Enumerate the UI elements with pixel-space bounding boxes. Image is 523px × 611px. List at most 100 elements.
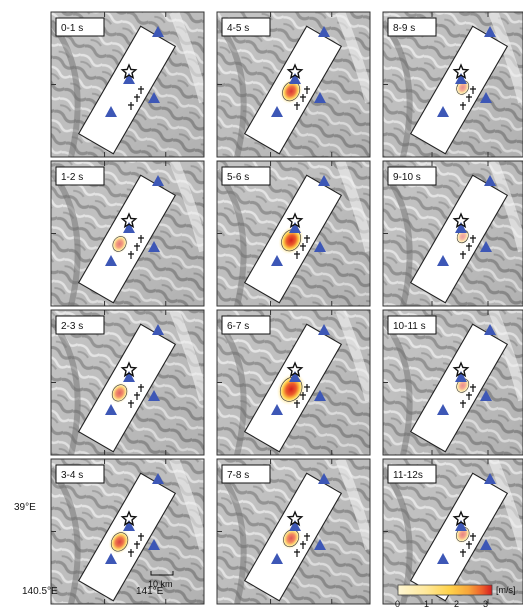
fault-trace-dagger-icon xyxy=(128,102,134,110)
fault-trace-dagger-icon xyxy=(304,384,310,392)
fault-trace-dagger-icon xyxy=(466,94,472,102)
station-triangle-icon xyxy=(105,255,117,266)
fault-trace-dagger-icon xyxy=(460,102,466,110)
station-triangle-icon xyxy=(123,371,135,382)
y-tick-label: 39°E xyxy=(14,502,36,513)
station-triangle-icon xyxy=(314,92,326,103)
station-triangle-icon xyxy=(148,241,160,252)
station-triangle-icon xyxy=(314,539,326,550)
colorbar-unit: [m/s] xyxy=(496,585,516,595)
colorbar-ramp xyxy=(397,584,493,596)
station-triangle-icon xyxy=(437,404,449,415)
fault-trace-dagger-icon xyxy=(304,86,310,94)
map-panel: 1-2 s xyxy=(50,160,205,307)
fault-trace-dagger-icon xyxy=(138,533,144,541)
station-triangle-icon xyxy=(123,222,135,233)
station-triangle-icon xyxy=(455,222,467,233)
slip-contour xyxy=(456,80,470,95)
time-window-label: 3-4 s xyxy=(61,470,83,481)
time-window-label: 7-8 s xyxy=(227,470,249,481)
fault-trace-dagger-icon xyxy=(300,541,306,549)
fault-trace-dagger-icon xyxy=(460,251,466,259)
epicenter-star-icon xyxy=(452,361,470,378)
epicenter-star-icon xyxy=(286,63,304,80)
epicenter-star-icon xyxy=(452,510,470,527)
station-triangle-icon xyxy=(152,473,164,484)
station-triangle-icon xyxy=(484,324,496,335)
time-window-label: 1-2 s xyxy=(61,172,83,183)
map-panel: 9-10 s xyxy=(382,160,523,307)
station-triangle-icon xyxy=(271,553,283,564)
station-triangle-icon xyxy=(484,473,496,484)
fault-trace-dagger-icon xyxy=(294,400,300,408)
station-triangle-icon xyxy=(289,520,301,531)
station-triangle-icon xyxy=(271,106,283,117)
time-window-label: 6-7 s xyxy=(227,321,249,332)
station-triangle-icon xyxy=(480,92,492,103)
time-window-label-box xyxy=(221,166,271,186)
station-triangle-icon xyxy=(152,175,164,186)
map-panel: 2-3 s xyxy=(50,309,205,456)
colorbar-tick-1: 1 xyxy=(424,599,429,609)
fault-trace-dagger-icon xyxy=(138,384,144,392)
time-window-label-box xyxy=(55,166,105,186)
station-triangle-icon xyxy=(152,26,164,37)
station-triangle-icon xyxy=(271,255,283,266)
fault-trace-dagger-icon xyxy=(300,392,306,400)
epicenter-star-icon xyxy=(120,212,138,229)
slip-contour xyxy=(111,384,128,402)
fault-trace-dagger-icon xyxy=(300,94,306,102)
station-triangle-icon xyxy=(314,241,326,252)
time-window-label-box xyxy=(221,17,271,37)
station-triangle-icon xyxy=(148,92,160,103)
station-triangle-icon xyxy=(455,520,467,531)
epicenter-star-icon xyxy=(120,63,138,80)
fault-trace-dagger-icon xyxy=(466,541,472,549)
station-triangle-icon xyxy=(105,553,117,564)
time-window-label-box xyxy=(387,315,437,335)
colorbar-tick-2: 2 xyxy=(454,599,459,609)
station-triangle-icon xyxy=(152,324,164,335)
epicenter-star-icon xyxy=(120,510,138,527)
station-triangle-icon xyxy=(437,106,449,117)
fault-trace-dagger-icon xyxy=(134,392,140,400)
station-triangle-icon xyxy=(484,175,496,186)
epicenter-star-icon xyxy=(286,212,304,229)
colorbar: [m/s] 0 1 2 3 xyxy=(395,584,516,609)
station-triangle-icon xyxy=(148,539,160,550)
time-window-label: 4-5 s xyxy=(227,23,249,34)
epicenter-star-icon xyxy=(452,63,470,80)
fault-trace-dagger-icon xyxy=(300,243,306,251)
station-triangle-icon xyxy=(484,26,496,37)
fault-trace-dagger-icon xyxy=(470,235,476,243)
map-panel: 6-7 s xyxy=(216,309,371,456)
station-triangle-icon xyxy=(318,324,330,335)
slip-patch xyxy=(279,78,303,105)
epicenter-star-icon xyxy=(120,361,138,378)
fault-trace-dagger-icon xyxy=(470,86,476,94)
x-tick-label-1: 140.5°E xyxy=(22,586,58,597)
time-window-label: 10-11 s xyxy=(393,321,426,332)
fault-trace-dagger-icon xyxy=(470,533,476,541)
slip-patch xyxy=(280,526,302,550)
fault-trace-dagger-icon xyxy=(138,86,144,94)
station-triangle-icon xyxy=(480,241,492,252)
fault-trace-dagger-icon xyxy=(466,392,472,400)
slip-contour xyxy=(112,236,127,252)
slip-patch xyxy=(109,381,130,404)
fault-trace-dagger-icon xyxy=(470,384,476,392)
fault-trace-dagger-icon xyxy=(138,235,144,243)
fault-trace-dagger-icon xyxy=(294,549,300,557)
map-panel: 0-1 s xyxy=(50,11,205,158)
scale-bar: 10 km xyxy=(148,571,174,589)
x-tick-label-2: 141°E xyxy=(136,586,164,597)
fault-trace-dagger-icon xyxy=(134,94,140,102)
time-window-label: 5-6 s xyxy=(227,172,249,183)
fault-trace-dagger-icon xyxy=(294,102,300,110)
fault-trace-dagger-icon xyxy=(294,251,300,259)
time-window-label-box xyxy=(55,17,105,37)
fault-trace-dagger-icon xyxy=(128,251,134,259)
slip-patch xyxy=(108,529,131,555)
map-panel: 8-9 s xyxy=(382,11,523,158)
station-triangle-icon xyxy=(271,404,283,415)
